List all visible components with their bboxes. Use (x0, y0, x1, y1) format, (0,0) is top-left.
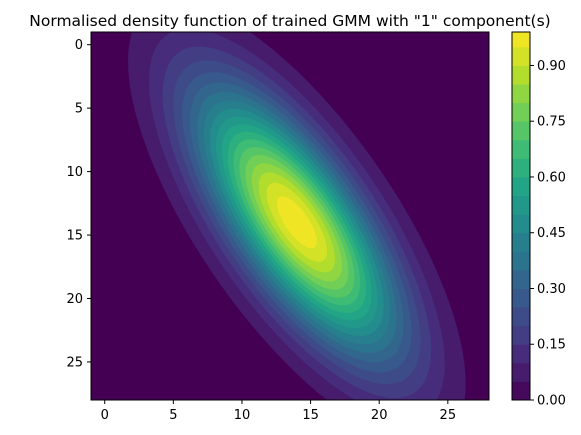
x-tick-label: 25 (440, 408, 457, 423)
colorbar-tick-label: 0.00 (537, 394, 566, 409)
colorbar-band (512, 121, 530, 141)
colorbar-band (512, 232, 530, 252)
colorbar-bands (512, 32, 530, 401)
colorbar-band (512, 344, 530, 364)
x-tick-label: 5 (169, 408, 177, 423)
colorbar-band (512, 307, 530, 327)
y-tick-label: 5 (75, 102, 83, 117)
colorbar-band (512, 158, 530, 178)
y-tick-label: 25 (66, 355, 83, 370)
colorbar-tick-label: 0.75 (537, 115, 566, 130)
colorbar-band (512, 32, 530, 48)
colorbar-band (512, 269, 530, 289)
colorbar-band (512, 176, 530, 197)
colorbar-band (512, 65, 530, 85)
colorbar-band (512, 362, 530, 382)
colorbar-band (512, 139, 530, 159)
chart-title: Normalised density function of trained G… (29, 12, 550, 30)
colorbar-tick-label: 0.15 (537, 338, 566, 353)
x-axis: 0 5 10 15 20 25 (101, 400, 457, 423)
x-tick-label: 10 (234, 408, 251, 423)
colorbar-band (512, 381, 530, 401)
x-tick-label: 20 (371, 408, 388, 423)
plot-area (90, 31, 490, 401)
colorbar-frame (511, 31, 531, 401)
y-tick-label: 15 (66, 229, 83, 244)
colorbar-band (512, 214, 530, 234)
colorbar-tick-label: 0.30 (537, 282, 566, 297)
plot-frame (90, 31, 490, 401)
y-tick-label: 20 (66, 292, 83, 307)
y-tick-label: 0 (75, 38, 83, 53)
x-tick-label: 0 (101, 408, 109, 423)
contour-fills (128, 32, 466, 400)
colorbar-band (512, 102, 530, 122)
contour-band-19 (277, 196, 317, 249)
colorbar-band (512, 195, 530, 215)
colorbar-band (512, 84, 530, 104)
colorbar: 0.00 0.15 0.30 0.45 0.60 0.75 0.90 (511, 31, 566, 409)
colorbar-band (512, 325, 530, 345)
colorbar-band (512, 46, 530, 66)
colorbar-band (512, 288, 530, 308)
colorbar-band (512, 251, 530, 271)
x-tick-label: 15 (302, 408, 319, 423)
colorbar-tick-label: 0.45 (537, 226, 566, 241)
y-tick-label: 10 (66, 165, 83, 180)
y-axis: 0 5 10 15 20 25 (66, 38, 91, 370)
colorbar-ticks: 0.00 0.15 0.30 0.45 0.60 0.75 0.90 (530, 59, 566, 409)
colorbar-tick-label: 0.90 (537, 59, 566, 74)
colorbar-tick-label: 0.60 (537, 170, 566, 185)
